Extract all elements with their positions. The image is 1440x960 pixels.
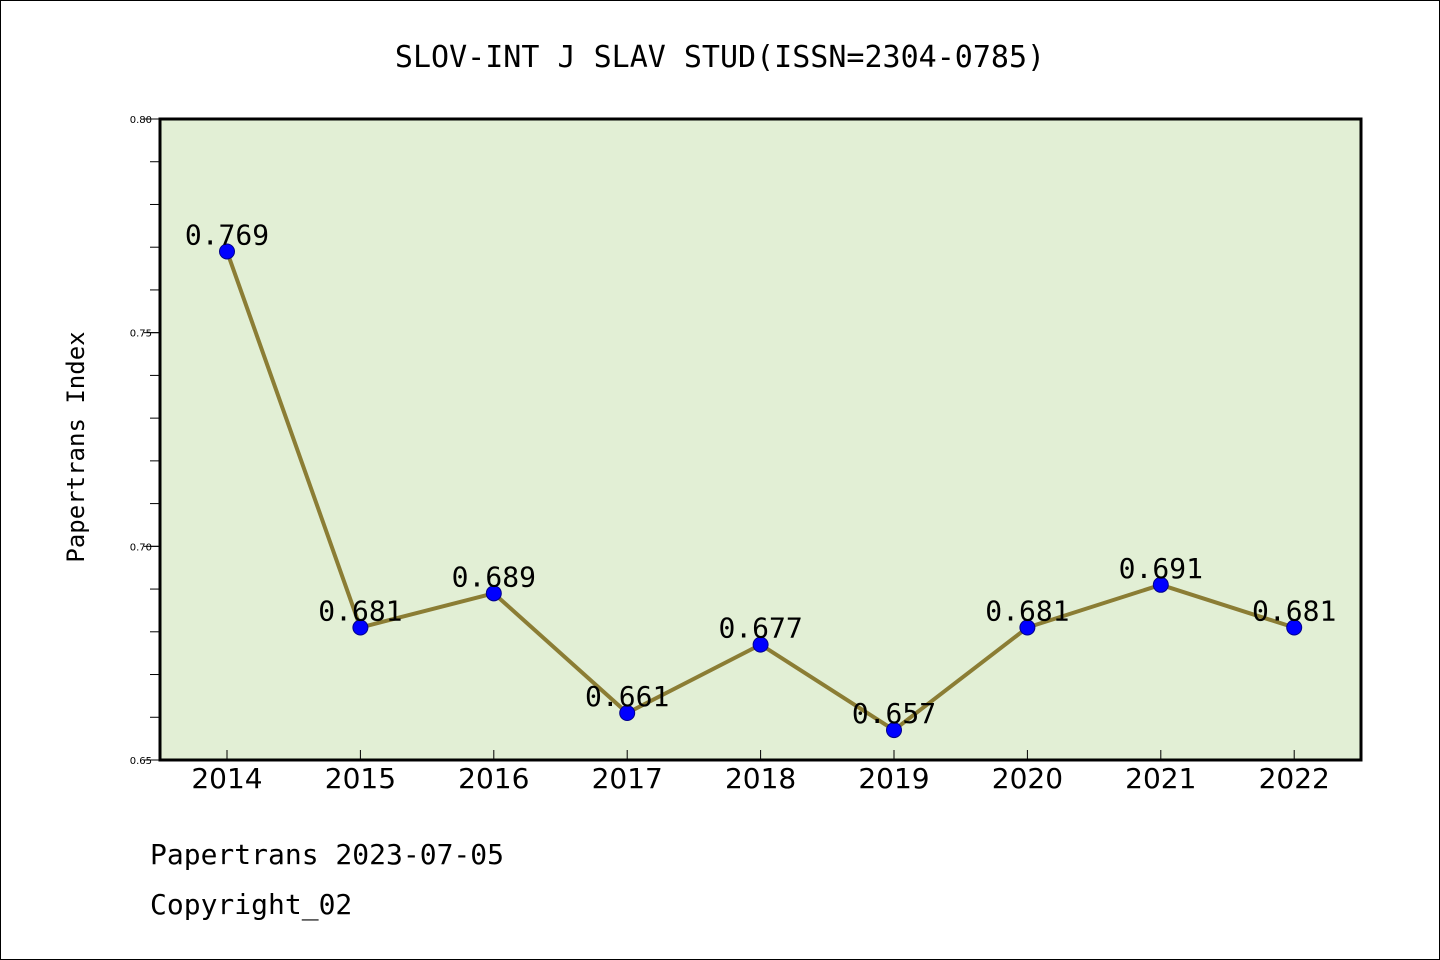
x-tick-label: 2019 (858, 762, 929, 795)
x-tick-label: 2022 (1259, 762, 1330, 795)
data-point (886, 722, 902, 739)
data-label: 0.769 (185, 218, 269, 251)
footer-date: Papertrans 2023-07-05 (150, 838, 504, 871)
y-tick-label: 0.65 (130, 756, 152, 767)
series (219, 243, 1303, 739)
data-point (1019, 619, 1036, 636)
y-axis-label: Papertrans Index (62, 331, 90, 562)
data-label: 0.661 (585, 680, 669, 713)
y-tick-label: 0.75 (130, 329, 152, 340)
data-label: 0.691 (1119, 552, 1203, 585)
data-label: 0.681 (318, 595, 402, 628)
x-axis: 2014 2015 2016 2017 2018 2019 2020 2021 2022 (191, 750, 1330, 795)
data-point (1152, 576, 1169, 593)
data-point (1286, 619, 1303, 636)
data-point (219, 243, 235, 260)
y-tick-label: 0.70 (130, 542, 152, 553)
y-axis: 0.65 0.70 0.75 0.80 (130, 115, 160, 767)
data-point (619, 704, 636, 721)
data-labels: 0.769 0.681 0.689 0.661 0.677 0.657 0.681 0.691… (185, 218, 1336, 730)
x-tick-label: 2021 (1125, 762, 1196, 795)
data-label: 0.657 (852, 697, 936, 730)
data-label: 0.681 (1252, 595, 1336, 628)
data-label: 0.689 (452, 560, 536, 593)
data-point (485, 585, 502, 602)
x-tick-label: 2014 (191, 762, 262, 795)
footer-copyright: Copyright_02 (150, 888, 352, 922)
x-tick-label: 2018 (725, 762, 796, 795)
x-tick-label: 2020 (992, 762, 1063, 795)
data-label: 0.677 (718, 612, 802, 645)
x-tick-label: 2017 (592, 762, 663, 795)
data-label: 0.681 (985, 595, 1069, 628)
plot-area (158, 117, 1363, 762)
x-tick-label: 2015 (325, 762, 396, 795)
data-point (752, 636, 769, 653)
x-tick-label: 2016 (458, 762, 529, 795)
data-point (352, 619, 369, 636)
y-tick-label: 0.80 (130, 115, 152, 126)
chart-title: SLOV-INT J SLAV STUD(ISSN=2304-0785) (395, 40, 1045, 75)
